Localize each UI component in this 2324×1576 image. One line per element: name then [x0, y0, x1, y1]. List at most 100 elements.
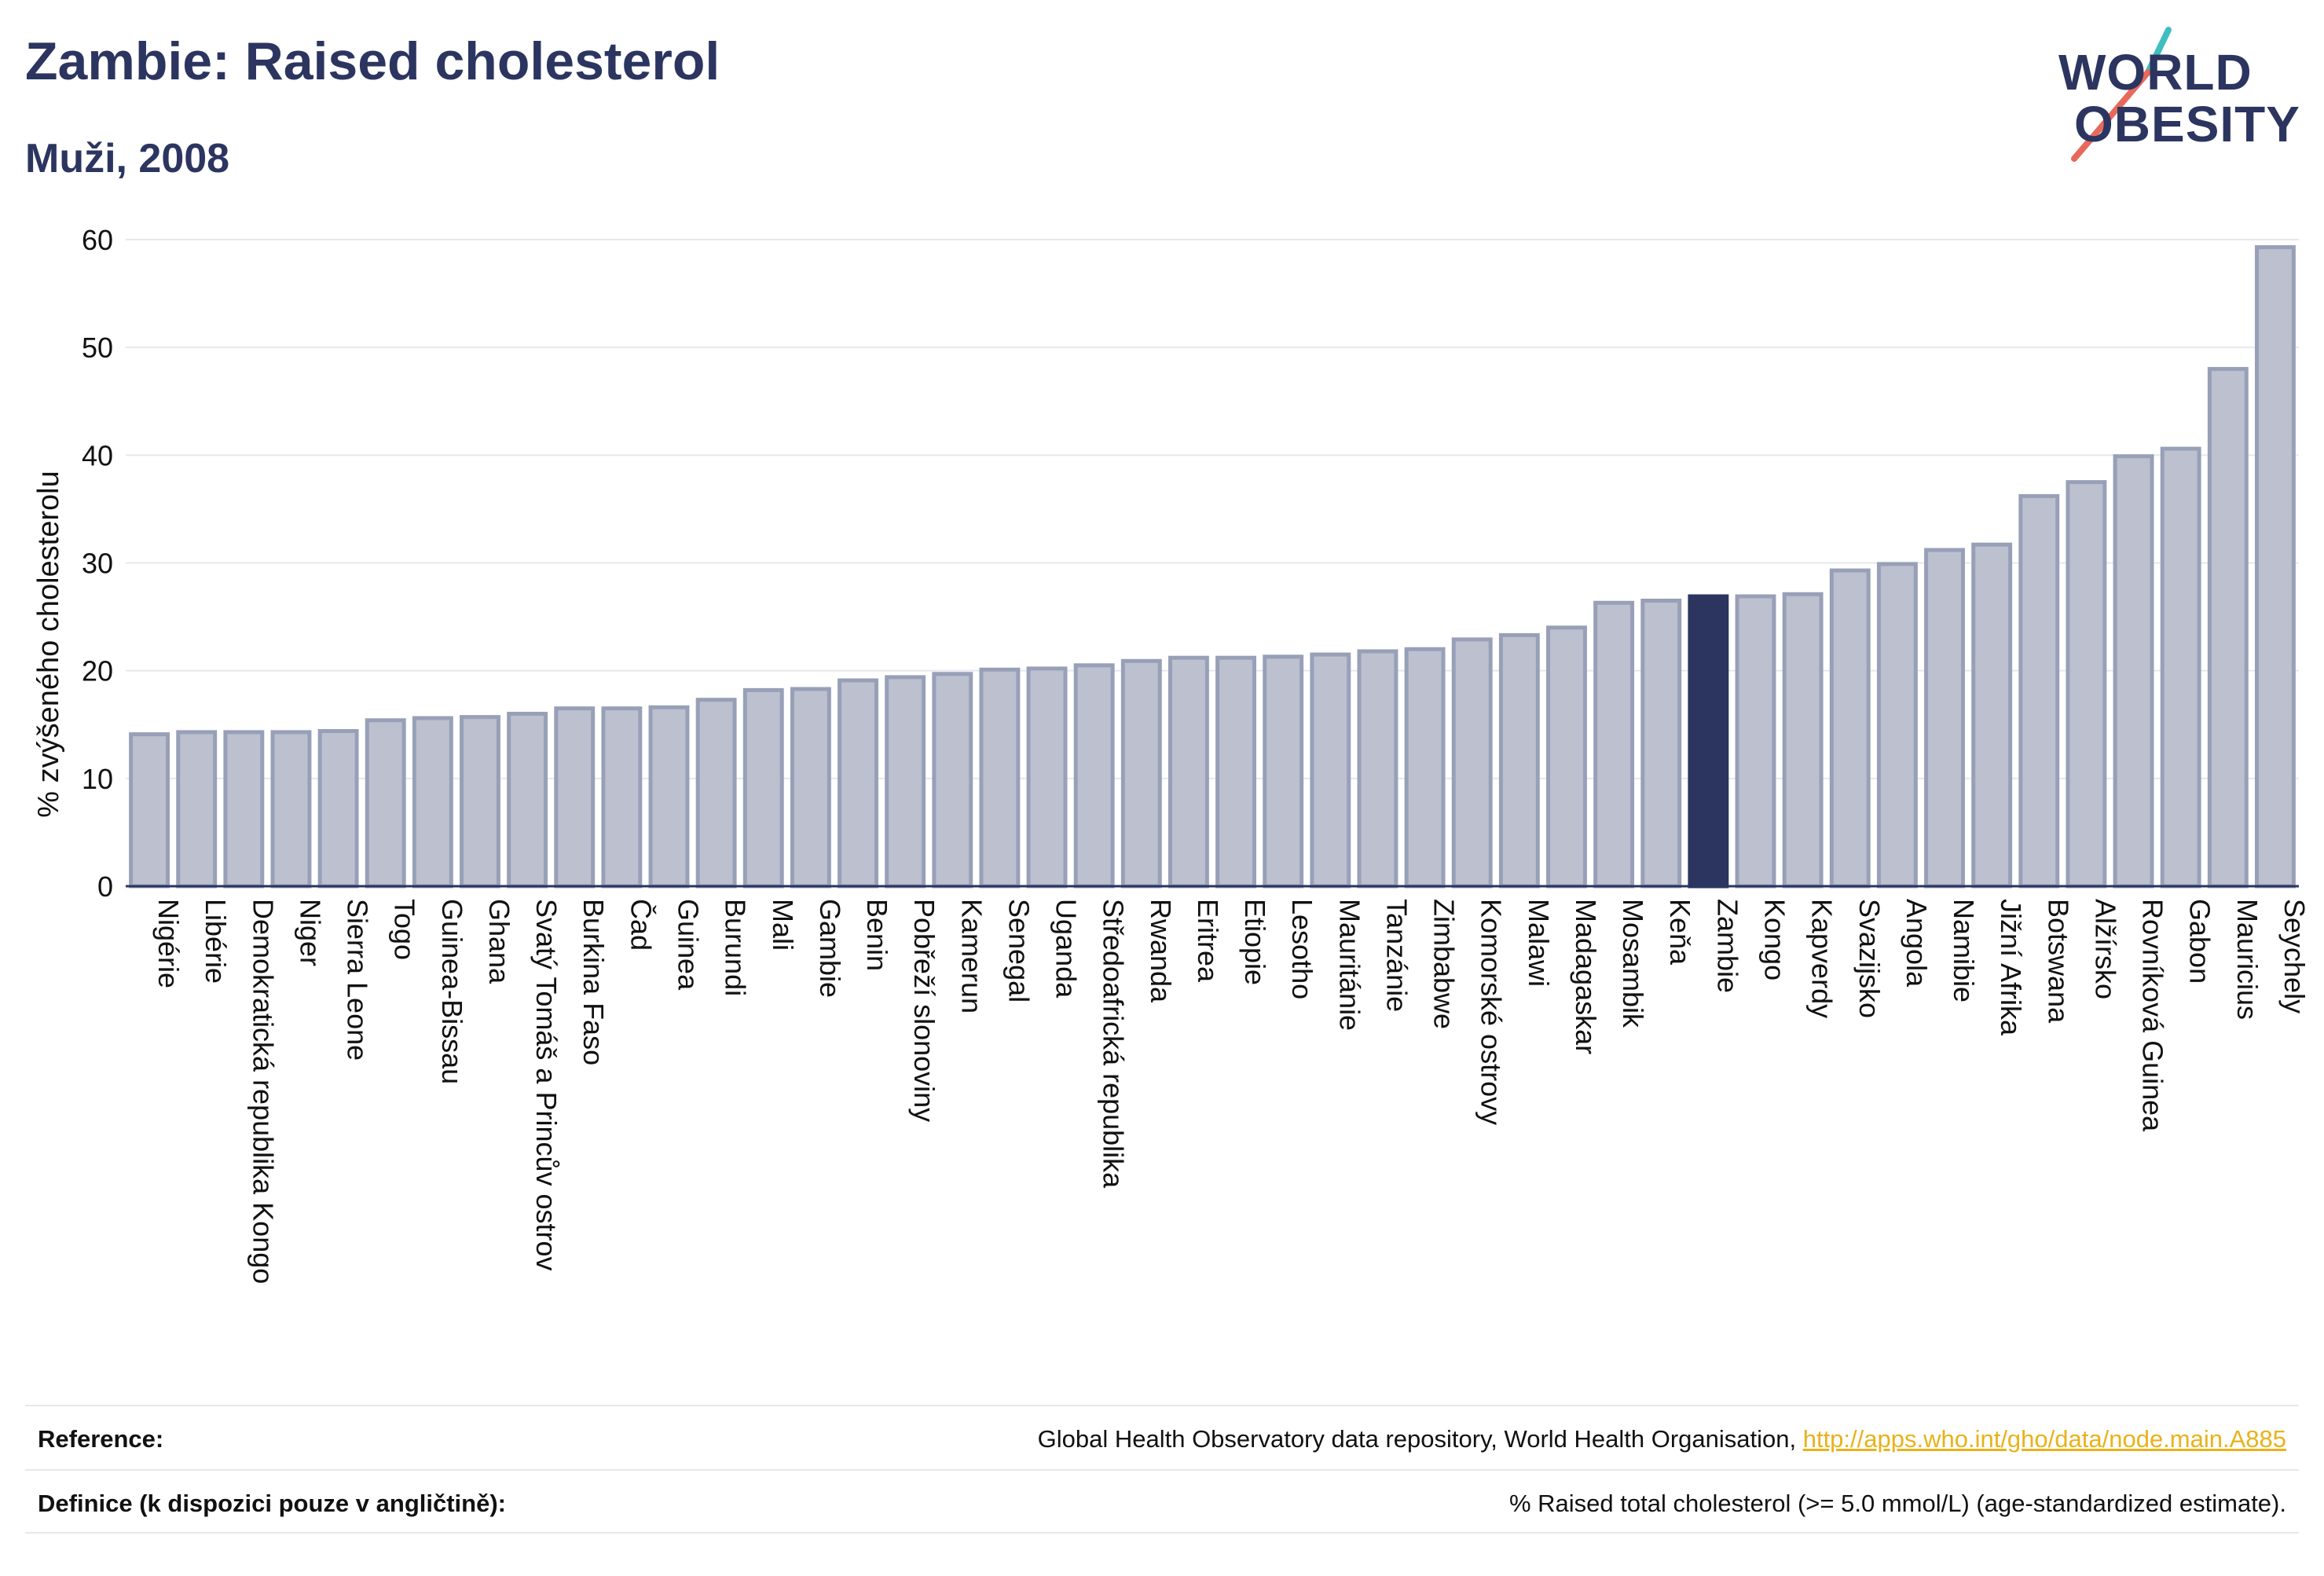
x-tick-label: Namibie	[1948, 899, 1980, 1002]
x-tick-label: Kapverdy	[1806, 899, 1838, 1018]
bar	[317, 728, 359, 889]
bar	[1120, 658, 1162, 889]
bar	[1404, 647, 1446, 889]
x-tick-label: Uganda	[1050, 899, 1083, 999]
logo-text-obesity: OBESITY	[2074, 96, 2300, 152]
x-tick-label: Lesotho	[1286, 899, 1318, 999]
bar	[695, 698, 737, 889]
reference-link[interactable]: http://apps.who.int/gho/data/node.main.A…	[1802, 1425, 2286, 1453]
definition-label: Definice (k dispozici pouze v angličtině…	[38, 1490, 506, 1517]
x-tick-label: Guinea-Bissau	[436, 899, 468, 1084]
x-tick-label: Čad	[625, 899, 657, 951]
bar	[932, 672, 973, 889]
x-tick-label: Ghana	[483, 899, 515, 984]
reference-text: Global Health Observatory data repositor…	[1037, 1425, 1803, 1453]
bar	[365, 718, 406, 889]
definition-value: % Raised total cholesterol (>= 5.0 mmol/…	[1508, 1490, 2286, 1517]
footer-divider	[25, 1532, 2299, 1534]
y-tick-label: 60	[82, 224, 113, 256]
logo-slash-icon	[2071, 27, 2172, 162]
world-obesity-logo: WORLD OBESITY	[2051, 24, 2310, 165]
x-tick-label: Rwanda	[1145, 899, 1177, 1003]
bar	[885, 675, 926, 889]
bar	[1215, 655, 1257, 889]
bars	[129, 245, 2296, 889]
bar	[979, 667, 1021, 889]
y-tick-label: 10	[82, 763, 113, 795]
x-tick-label: Středoafrická republika	[1098, 899, 1130, 1189]
y-tick-label: 40	[82, 439, 113, 471]
bar	[176, 730, 218, 889]
bar	[742, 687, 784, 889]
bar	[1357, 649, 1398, 889]
bar	[2207, 367, 2249, 889]
bar	[1829, 568, 1871, 889]
x-tick-label: Demokratická republika Kongo	[247, 899, 279, 1284]
bar	[2066, 480, 2107, 889]
bar	[129, 732, 170, 889]
x-tick-label: Angola	[1901, 899, 1933, 988]
x-tick-label: Guinea	[673, 899, 705, 991]
bar	[601, 706, 643, 889]
x-tick-label: Keňa	[1664, 899, 1696, 966]
logo-text-world: WORLD	[2058, 44, 2253, 101]
x-tick-label: Senegal	[1003, 899, 1035, 1002]
bar	[2113, 454, 2154, 889]
chart-title: Zambie: Raised cholesterol	[25, 31, 720, 91]
bar	[1546, 625, 1587, 889]
bar	[1876, 562, 1918, 889]
x-tick-label: Burkina Faso	[577, 899, 610, 1065]
x-tick-label: Benin	[861, 899, 893, 971]
x-tick-label: Svatý Tomáš a Princův ostrov	[530, 899, 563, 1271]
bar	[1263, 654, 1304, 889]
x-tick-label: Mali	[767, 899, 799, 951]
bar	[412, 716, 453, 889]
x-tick-label: Eritrea	[1192, 899, 1224, 983]
bar	[790, 687, 831, 889]
bar	[460, 715, 500, 889]
bar	[1735, 594, 1776, 889]
x-tick-labels: Nigérie Libérie Demokratická republika Kon…	[152, 899, 2311, 1284]
x-tick-label: Kamerun	[955, 899, 988, 1013]
bar	[2160, 446, 2201, 889]
y-tick-labels: 0 10 20 30 40 50 60	[82, 224, 113, 903]
bar	[507, 712, 548, 889]
y-tick-label: 0	[97, 870, 113, 903]
x-tick-label: Botswana	[2042, 899, 2074, 1024]
bar	[1782, 592, 1824, 889]
x-tick-label: Seychely	[2278, 899, 2311, 1013]
bar	[1498, 632, 1540, 889]
x-tick-label: Gambie	[814, 899, 846, 998]
x-tick-label: Mauricius	[2231, 899, 2264, 1020]
bar	[1924, 548, 1965, 889]
y-tick-label: 20	[82, 655, 113, 687]
x-tick-label: Togo	[389, 899, 421, 960]
bar	[1593, 600, 1635, 889]
bar	[2018, 493, 2060, 889]
x-tick-label: Etiopie	[1239, 899, 1271, 985]
x-tick-label: Svazijsko	[1853, 899, 1886, 1018]
bar	[648, 705, 690, 889]
x-tick-label: Pobřeží slonoviny	[908, 899, 940, 1122]
bar	[838, 678, 878, 889]
bar	[270, 730, 312, 889]
bar	[1688, 594, 1729, 889]
bar-chart: 0 10 20 30 40 50 60 Nigérie Libérie Demokratická…	[32, 224, 2311, 1284]
chart-subtitle: Muži, 2008	[25, 136, 230, 181]
x-tick-label: Libérie	[200, 899, 232, 984]
x-tick-label: Mauritánie	[1333, 899, 1365, 1031]
bar	[554, 706, 596, 889]
reference-label: Reference:	[38, 1425, 164, 1453]
y-tick-label: 50	[82, 332, 113, 364]
y-axis-label: % zvýšeného cholesterolu	[32, 471, 65, 817]
bar	[2254, 245, 2296, 889]
y-tick-label: 30	[82, 548, 113, 580]
bar	[223, 730, 265, 889]
x-tick-label: Jižní Afrika	[1995, 899, 2027, 1036]
x-tick-label: Zimbabwe	[1428, 899, 1461, 1029]
x-tick-label: Burundi	[720, 899, 752, 996]
bar	[1971, 542, 2013, 889]
x-tick-label: Komorské ostrovy	[1475, 899, 1508, 1125]
bar	[1310, 652, 1351, 889]
x-tick-label: Rovníková Guinea	[2137, 899, 2169, 1132]
